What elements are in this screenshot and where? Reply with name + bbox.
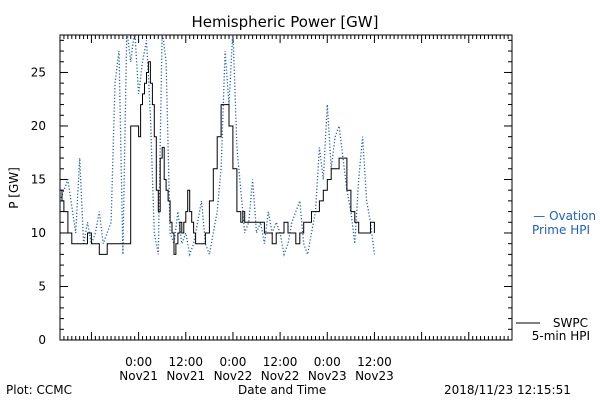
series-ovation-prime-line: [60, 35, 376, 257]
series-layer: [60, 35, 376, 257]
x-tick-label-time: 12:00: [168, 355, 203, 369]
x-tick-label-date: Nov23: [308, 369, 347, 383]
legend-swpc-line2: 5-min HPI: [532, 329, 590, 343]
legend: — Ovation Prime HPI SWPC 5-min HPI: [516, 209, 596, 343]
plot-timestamp: 2018/11/23 12:15:51: [444, 383, 571, 397]
x-tick-label-time: 0:00: [125, 355, 152, 369]
x-axis-label: Date and Time: [238, 383, 327, 397]
x-tick-label-time: 12:00: [263, 355, 298, 369]
y-tick-label: 10: [31, 226, 46, 240]
plot-frame: [59, 34, 513, 341]
x-tick-label-date: Nov21: [119, 369, 158, 383]
x-tick-label-date: Nov22: [214, 369, 253, 383]
x-tick-label-time: 0:00: [314, 355, 341, 369]
legend-swpc-line1: SWPC: [553, 316, 588, 330]
chart-title: Hemispheric Power [GW]: [192, 13, 379, 31]
y-tick-label: 25: [31, 65, 46, 79]
x-tick-label-date: Nov23: [355, 369, 394, 383]
legend-ovation-line1: — Ovation: [533, 209, 596, 223]
plot-credit: Plot: CCMC: [6, 383, 72, 397]
y-axis-label: P [GW]: [7, 167, 21, 209]
legend-ovation-line2: Prime HPI: [532, 223, 590, 237]
y-tick-label: 15: [31, 172, 46, 186]
series-swpc-line: [60, 61, 375, 255]
x-tick-label-time: 0:00: [219, 355, 246, 369]
y-tick-label: 0: [38, 333, 46, 347]
y-axis-ticks: 0 5 10 15 20 25: [31, 39, 512, 347]
x-axis-ticks: 0:00Nov2112:00Nov210:00Nov2212:00Nov220:…: [59, 35, 513, 383]
x-tick-label-date: Nov21: [166, 369, 205, 383]
y-tick-label: 5: [38, 279, 46, 293]
y-tick-label: 20: [31, 119, 46, 133]
x-tick-label-date: Nov22: [261, 369, 300, 383]
x-tick-label-time: 12:00: [357, 355, 392, 369]
